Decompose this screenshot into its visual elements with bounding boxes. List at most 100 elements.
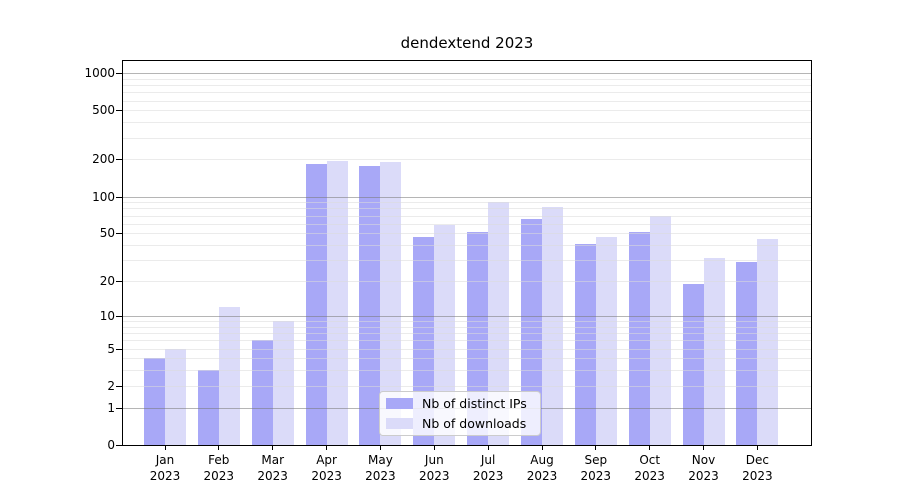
y-tick-mark-2	[116, 385, 122, 387]
x-tick-label-may: May 2023	[350, 452, 410, 484]
bar-downloads-sep	[595, 236, 617, 445]
x-tick-month: Mar	[261, 453, 284, 467]
x-tick-month: Sep	[584, 453, 608, 467]
x-tick-mark-mar	[272, 445, 274, 450]
x-tick-mark-feb	[218, 445, 220, 450]
x-tick-label-jul: Jul 2023	[458, 452, 518, 484]
x-tick-year: 2023	[203, 469, 235, 483]
x-tick-month: Nov	[691, 453, 716, 467]
bar-distinct-ips-dec	[736, 261, 758, 445]
bar-downloads-jun	[434, 225, 456, 445]
x-tick-mark-nov	[703, 445, 704, 450]
y-tick-mark-0	[116, 445, 122, 446]
x-tick-label-oct: Oct 2023	[620, 452, 680, 484]
y-tick-label-100: 100	[92, 189, 115, 204]
x-tick-month: Aug	[530, 453, 554, 467]
legend: Nb of distinct IPs Nb of downloads	[379, 391, 541, 436]
x-tick-month: Jun	[424, 453, 444, 467]
x-tick-year: 2023	[365, 469, 396, 483]
bar-distinct-ips-feb	[197, 370, 219, 445]
x-tick-month: May	[367, 453, 393, 467]
bar-downloads-may	[380, 162, 402, 445]
x-tick-month: Apr	[316, 453, 337, 467]
x-tick-year: 2023	[688, 469, 719, 483]
x-tick-mark-sep	[595, 445, 597, 450]
x-tick-year: 2023	[580, 469, 612, 483]
y-tick-mark-10	[116, 315, 122, 317]
y-tick-label-5: 5	[107, 341, 115, 356]
bar-downloads-mar	[272, 321, 294, 445]
bar-distinct-ips-mar	[251, 340, 273, 445]
bar-distinct-ips-oct	[628, 232, 650, 445]
x-tick-year: 2023	[526, 469, 558, 483]
legend-item-downloads: Nb of downloads	[386, 416, 540, 431]
y-tick-label-1: 1	[107, 400, 115, 415]
x-tick-mark-jan	[164, 445, 166, 450]
y-tick-label-1000: 1000	[84, 66, 115, 80]
x-tick-label-dec: Dec 2023	[727, 452, 787, 484]
legend-swatch-downloads	[386, 418, 413, 429]
x-tick-year: 2023	[257, 469, 288, 483]
y-tick-mark-1	[116, 407, 122, 409]
x-tick-label-aug: Aug 2023	[512, 452, 572, 484]
x-tick-label-feb: Feb 2023	[189, 452, 249, 484]
x-tick-year: 2023	[419, 469, 450, 483]
x-tick-mark-apr	[326, 445, 328, 450]
x-tick-mark-oct	[649, 445, 651, 450]
y-tick-mark-20	[116, 281, 122, 283]
y-tick-label-20: 20	[99, 274, 115, 289]
bar-distinct-ips-jan	[144, 358, 165, 445]
bar-distinct-ips-may	[359, 166, 381, 445]
bar-downloads-aug	[541, 207, 563, 445]
x-tick-label-mar: Mar 2023	[243, 452, 303, 484]
x-tick-mark-may	[379, 445, 381, 450]
y-tick-mark-1000	[116, 73, 122, 74]
y-tick-mark-100	[116, 196, 122, 198]
legend-swatch-distinct-ips	[386, 398, 413, 409]
x-tick-label-jan: Jan 2023	[135, 452, 195, 484]
bar-downloads-jan	[165, 348, 186, 445]
chart-title: dendextend 2023	[400, 34, 534, 52]
bar-downloads-nov	[703, 258, 725, 445]
x-tick-mark-aug	[541, 445, 543, 450]
y-tick-label-500: 500	[92, 103, 115, 118]
bar-downloads-apr	[326, 160, 348, 445]
bar-distinct-ips-aug	[520, 219, 542, 445]
legend-label-distinct-ips: Nb of distinct IPs	[422, 396, 527, 411]
bar-distinct-ips-apr	[305, 163, 327, 445]
legend-label-downloads: Nb of downloads	[422, 416, 527, 431]
x-tick-year: 2023	[311, 469, 342, 483]
x-tick-month: Jul	[480, 453, 496, 467]
bar-downloads-dec	[757, 238, 779, 445]
x-tick-year: 2023	[634, 469, 665, 483]
x-tick-year: 2023	[742, 469, 773, 483]
bars-layer	[123, 61, 811, 445]
x-tick-year: 2023	[149, 469, 181, 483]
bar-downloads-jul	[488, 201, 510, 445]
x-tick-mark-dec	[756, 445, 758, 450]
y-tick-label-200: 200	[92, 152, 115, 167]
y-tick-label-2: 2	[107, 378, 115, 393]
x-tick-label-sep: Sep 2023	[566, 452, 626, 484]
y-tick-label-0: 0	[107, 438, 115, 452]
bar-downloads-oct	[649, 215, 671, 445]
bar-downloads-feb	[218, 306, 240, 445]
x-tick-month: Feb	[208, 453, 230, 467]
x-tick-mark-jul	[487, 445, 489, 450]
x-tick-mark-jun	[433, 445, 435, 450]
bar-distinct-ips-nov	[682, 283, 704, 445]
x-tick-year: 2023	[472, 469, 504, 483]
bar-distinct-ips-sep	[574, 243, 596, 445]
x-tick-label-apr: Apr 2023	[297, 452, 357, 484]
y-tick-mark-5	[116, 348, 122, 350]
plot-area	[122, 60, 812, 446]
x-tick-label-jun: Jun 2023	[404, 452, 464, 484]
x-tick-month: Dec	[745, 453, 769, 467]
y-tick-label-10: 10	[99, 308, 115, 323]
x-tick-month: Jan	[155, 453, 175, 467]
x-tick-label-nov: Nov 2023	[674, 452, 734, 484]
x-tick-month: Oct	[639, 453, 661, 467]
legend-item-distinct-ips: Nb of distinct IPs	[386, 396, 540, 411]
y-tick-mark-50	[116, 233, 122, 235]
